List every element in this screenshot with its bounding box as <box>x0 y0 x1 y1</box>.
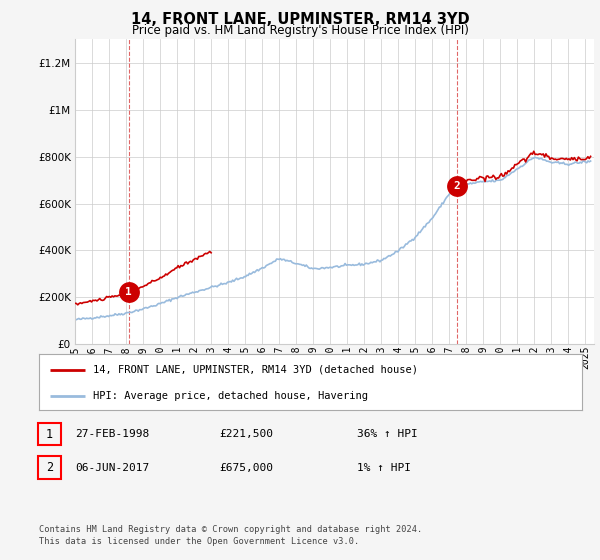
Text: 1% ↑ HPI: 1% ↑ HPI <box>357 463 411 473</box>
Text: 1: 1 <box>125 287 132 297</box>
Text: 27-FEB-1998: 27-FEB-1998 <box>75 429 149 439</box>
Text: Contains HM Land Registry data © Crown copyright and database right 2024.
This d: Contains HM Land Registry data © Crown c… <box>39 525 422 546</box>
Text: £675,000: £675,000 <box>219 463 273 473</box>
Text: 36% ↑ HPI: 36% ↑ HPI <box>357 429 418 439</box>
Text: 1: 1 <box>46 427 53 441</box>
Text: HPI: Average price, detached house, Havering: HPI: Average price, detached house, Have… <box>94 391 368 401</box>
Text: 2: 2 <box>46 461 53 474</box>
Text: 14, FRONT LANE, UPMINSTER, RM14 3YD: 14, FRONT LANE, UPMINSTER, RM14 3YD <box>131 12 469 27</box>
Text: 14, FRONT LANE, UPMINSTER, RM14 3YD (detached house): 14, FRONT LANE, UPMINSTER, RM14 3YD (det… <box>94 365 418 375</box>
Text: 2: 2 <box>454 181 460 191</box>
Text: Price paid vs. HM Land Registry's House Price Index (HPI): Price paid vs. HM Land Registry's House … <box>131 24 469 36</box>
Text: 06-JUN-2017: 06-JUN-2017 <box>75 463 149 473</box>
Text: £221,500: £221,500 <box>219 429 273 439</box>
